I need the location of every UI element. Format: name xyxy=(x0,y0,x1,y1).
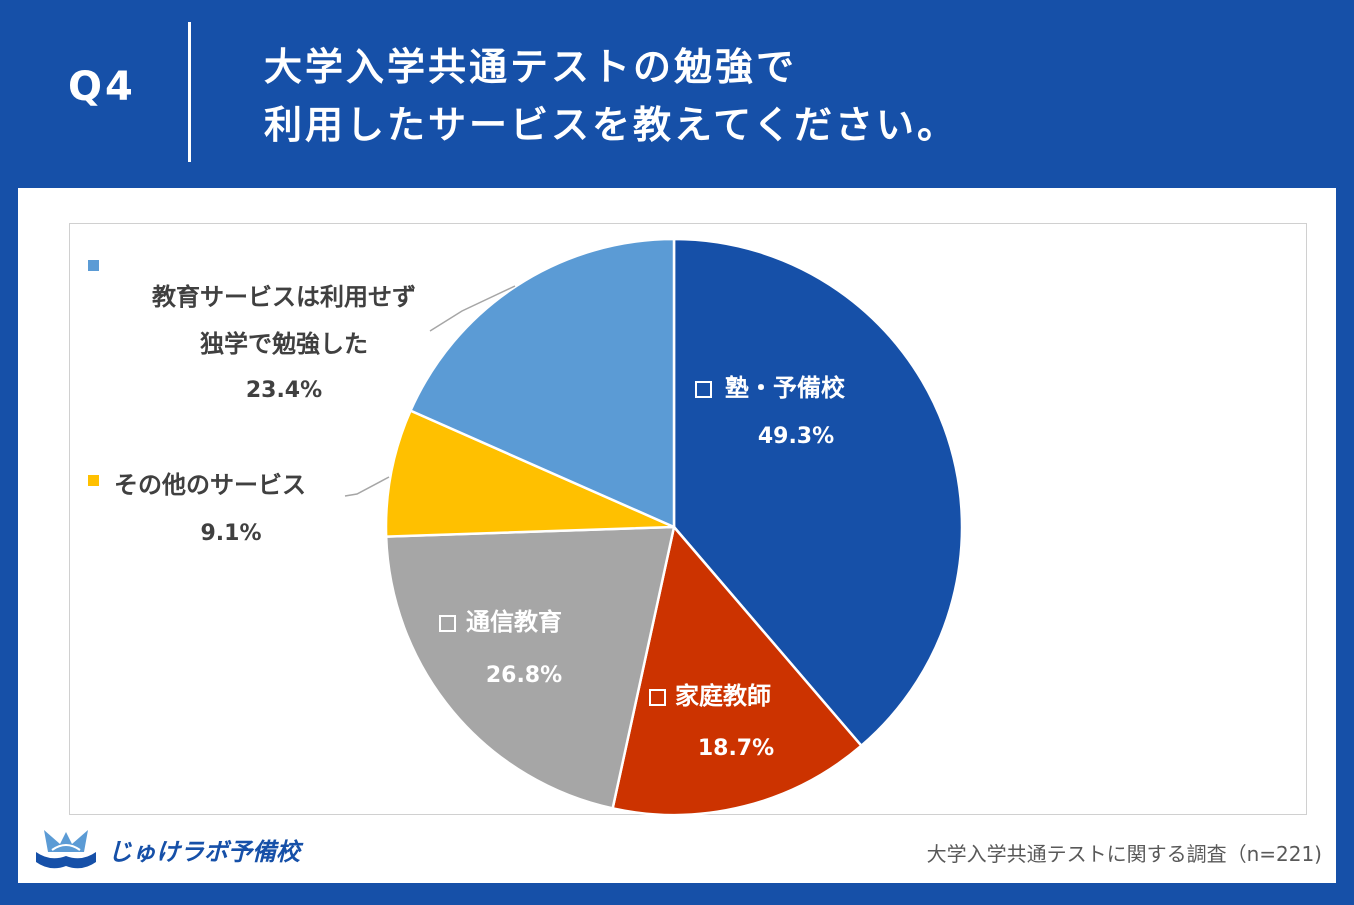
slice-value-juku: 49.3% xyxy=(758,424,834,449)
question-title-line2: 利用したサービスを教えてください。 xyxy=(264,103,958,147)
brand-logo: じゅけラボ予備校 xyxy=(30,822,330,874)
legend-swatch-self-study xyxy=(88,260,99,271)
slice-label-tutor: 家庭教師 xyxy=(675,682,771,710)
brand-name: じゅけラボ予備校 xyxy=(108,838,300,866)
slice-correspondence xyxy=(384,525,676,810)
header-divider xyxy=(188,22,191,162)
label-marker-juku xyxy=(695,381,712,398)
slice-self-study xyxy=(408,237,676,529)
header: Q4 大学入学共通テストの勉強で 利用したサービスを教えてください。 xyxy=(0,0,1354,188)
slice-label-self-study-line2: 独学で勉強した xyxy=(200,330,368,358)
book-icon xyxy=(36,830,96,869)
slice-label-self-study-line1: 教育サービスは利用せず xyxy=(152,283,416,311)
question-title-line1: 大学入学共通テストの勉強で xyxy=(264,45,798,89)
chart-panel: 塾・予備校 49.3% 家庭教師 18.7% 通信教育 26.8% その他のサー… xyxy=(18,188,1336,883)
slice-value-tutor: 18.7% xyxy=(698,736,774,761)
slice-label-juku: 塾・予備校 xyxy=(725,374,846,402)
leader-line-other-services xyxy=(344,476,390,497)
question-title: 大学入学共通テストの勉強で 利用したサービスを教えてください。 xyxy=(264,38,958,154)
pie-chart: 塾・予備校 49.3% 家庭教師 18.7% 通信教育 26.8% その他のサー… xyxy=(88,237,964,817)
label-marker-correspondence xyxy=(439,615,456,632)
slice-other xyxy=(384,409,675,538)
slice-value-other: 9.1% xyxy=(200,521,261,546)
slice-value-self-study: 23.4% xyxy=(246,378,322,403)
slice-tutor xyxy=(611,524,864,817)
survey-note: 大学入学共通テストに関する調査（n=221) xyxy=(926,842,1322,866)
leader-line-self-study xyxy=(429,285,516,332)
slice-juku xyxy=(672,237,964,748)
question-number: Q4 xyxy=(68,64,136,110)
slice-label-correspondence: 通信教育 xyxy=(466,608,562,636)
slice-value-correspondence: 26.8% xyxy=(486,663,562,688)
legend-swatch-other xyxy=(88,475,99,486)
slice-label-other: その他のサービス xyxy=(114,471,306,499)
label-marker-tutor xyxy=(649,689,666,706)
